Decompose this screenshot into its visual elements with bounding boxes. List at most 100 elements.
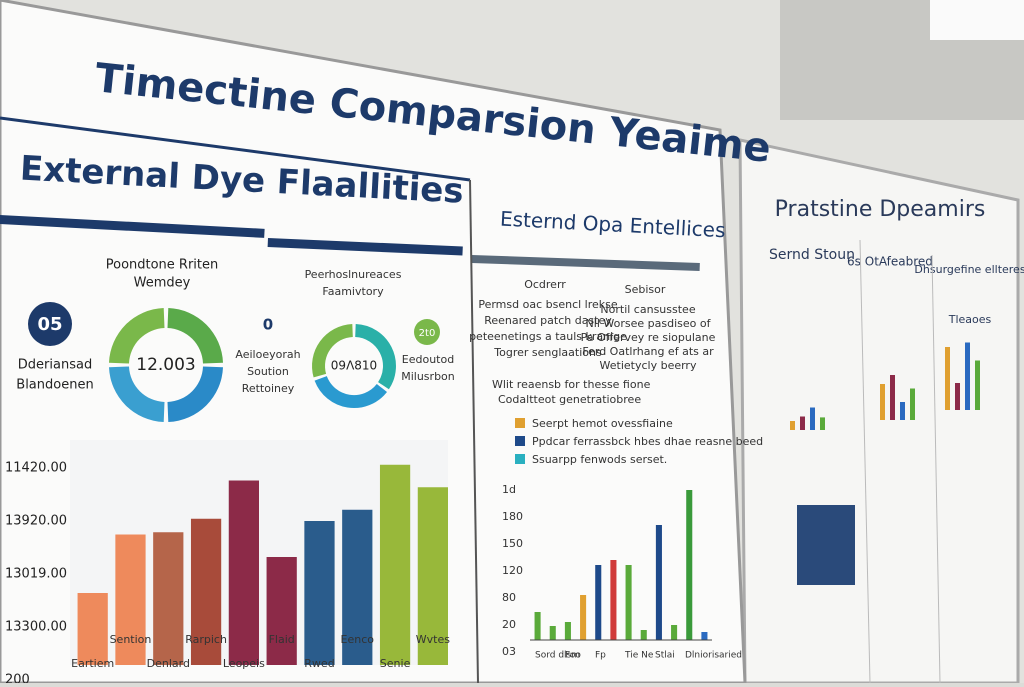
body-text: Reenared patch dastey xyxy=(484,314,612,327)
label: Poondtone Rriten xyxy=(106,258,219,273)
poster2-heading: Dhsurgefine ellteres xyxy=(914,263,1024,276)
body-text: Togrer senglaations xyxy=(493,346,602,359)
mini-bar xyxy=(820,417,825,430)
y-tick-label: 150 xyxy=(502,537,523,550)
y-tick-label: 11420.00 xyxy=(5,461,67,476)
y-tick-label: 180 xyxy=(502,510,523,523)
bar xyxy=(640,630,647,640)
bar xyxy=(686,490,693,640)
label: Dderiansad xyxy=(18,358,92,373)
x-tick-label: Flaid xyxy=(269,633,295,646)
mini-bar xyxy=(880,384,885,420)
x-tick-label: Eenco xyxy=(341,633,375,646)
label: Eedoutod xyxy=(402,353,454,366)
poster2-label: Tleaoes xyxy=(948,313,992,326)
label: Faamivtory xyxy=(322,285,384,298)
badge xyxy=(28,302,72,346)
x-tick-label: Tie Ne xyxy=(624,651,654,661)
poster2-heading: Sernd Stoun xyxy=(769,247,855,263)
mini-bar xyxy=(800,416,805,430)
mini-bar xyxy=(900,402,905,420)
donut-segment xyxy=(109,308,165,364)
poster2-block xyxy=(797,505,855,585)
x-tick-label: Sord dlsm xyxy=(535,651,580,661)
label: Milusrbon xyxy=(401,370,455,383)
bar xyxy=(266,557,297,665)
x-tick-label: Stlai xyxy=(655,651,675,661)
y-tick-label: 1d xyxy=(502,483,516,496)
label: Aeiloeyorah xyxy=(235,348,300,361)
y-tick-label: 80 xyxy=(502,591,516,604)
body-text: peteenetings a tauls kranige xyxy=(469,330,627,343)
badge-text: 0 xyxy=(263,316,273,334)
heading: Sebisor xyxy=(625,283,666,296)
divider xyxy=(859,239,871,684)
bar xyxy=(701,632,708,640)
bar xyxy=(549,626,556,640)
bar xyxy=(379,464,411,665)
x-tick-label: Eartiem xyxy=(71,657,114,670)
donut-segment xyxy=(167,366,223,422)
x-tick-label: Wvtes xyxy=(416,633,450,646)
bar xyxy=(671,625,678,640)
legend-label: Seerpt hemot ovessfiaine xyxy=(532,417,673,430)
divider xyxy=(469,179,479,684)
x-tick-label: Dlniorisaried xyxy=(685,651,742,661)
bar xyxy=(580,595,587,640)
mini-bar xyxy=(890,375,895,420)
mini-bar xyxy=(945,347,950,410)
bar xyxy=(610,560,617,640)
label: Wemdey xyxy=(134,276,191,291)
heading: Ocdrerr xyxy=(524,278,566,291)
donut-segment xyxy=(312,324,353,378)
y-tick-label: 200 xyxy=(5,673,30,684)
band xyxy=(0,215,265,238)
bar xyxy=(190,518,222,665)
badge xyxy=(414,319,440,345)
x-tick-label: Rwed xyxy=(304,657,334,670)
bar xyxy=(625,565,632,640)
body-text: Wetietycly beerry xyxy=(600,359,697,372)
light xyxy=(930,0,1024,40)
mini-bar xyxy=(975,360,980,410)
bar xyxy=(655,525,662,640)
bar xyxy=(595,565,602,640)
x-tick-label: Senie xyxy=(380,657,411,670)
y-tick-label: 20 xyxy=(502,618,516,631)
donut-segment xyxy=(109,366,165,422)
legend-label: Ssuarpp fenwods serset. xyxy=(532,453,667,466)
mini-bar xyxy=(965,342,970,410)
y-tick-label: 120 xyxy=(502,564,523,577)
bar xyxy=(77,593,108,665)
mini-bar xyxy=(955,383,960,410)
donut-segment xyxy=(167,308,223,364)
bar xyxy=(115,534,146,665)
donut-center: 12.003 xyxy=(136,355,195,375)
body-text: Pa Offervey re siopulane xyxy=(581,331,716,344)
bar xyxy=(342,509,373,665)
bar xyxy=(564,622,571,640)
legend-label: Ppdcar ferrassbck hbes dhae reasne beed xyxy=(532,435,763,448)
bar xyxy=(304,521,335,665)
x-tick-label: Denlard xyxy=(147,657,190,670)
body-text: Nortil cansusstee xyxy=(600,303,695,316)
donut-center: 09Λ810 xyxy=(331,359,377,373)
body-text: Nll Worsee pasdiseo of xyxy=(586,317,712,330)
bar xyxy=(534,612,541,640)
y-tick-label: 13920.00 xyxy=(5,514,67,529)
bar xyxy=(153,532,184,665)
label: Blandoenen xyxy=(16,378,93,393)
body-text: Permsd oac bsencl lrekse xyxy=(478,298,618,311)
band xyxy=(471,255,700,271)
y-tick-label: 03 xyxy=(502,645,516,658)
poster2-title: Pratstine Dpeamirs xyxy=(775,197,986,222)
y-tick-label: 13019.00 xyxy=(5,567,67,582)
legend-swatch xyxy=(515,454,525,464)
x-tick-label: Sention xyxy=(110,633,152,646)
body-text: Ferd Oatlrhang ef ats ar xyxy=(582,345,714,358)
x-tick-label: Rarpich xyxy=(185,633,227,646)
mini-bar xyxy=(810,407,815,430)
x-tick-label: Leopeis xyxy=(223,657,265,670)
bar xyxy=(228,480,259,665)
